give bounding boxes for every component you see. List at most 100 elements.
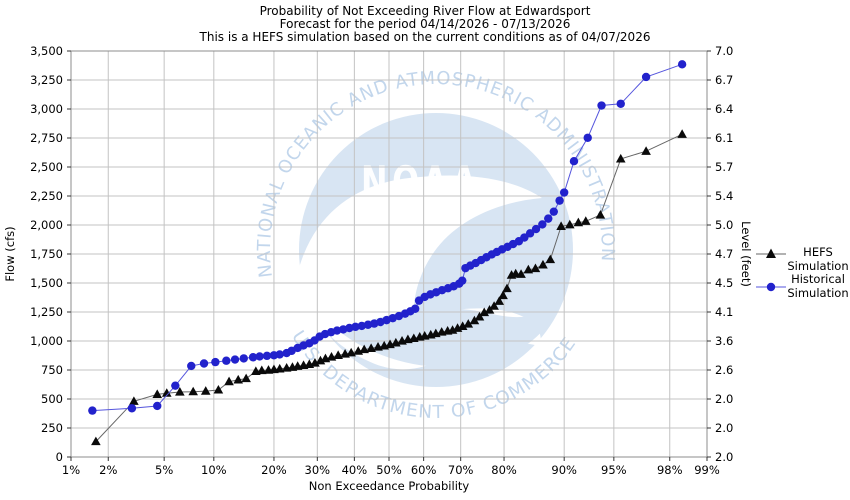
noaa-acronym: NOAA [361,157,481,206]
historical-circle-marker [531,224,541,234]
hefs-triangle-marker [545,254,556,264]
series-hefs [91,129,687,446]
chart-title-line3: This is a HEFS simulation based on the c… [199,30,651,44]
hefs-triangle-marker [523,264,534,274]
historical-circle-marker [538,220,547,229]
historical-circle-marker [458,276,467,285]
historical-circle-marker [411,304,420,313]
series-historical [88,60,687,415]
y-tick-label-level: 5.7 [715,160,733,174]
hefs-triangle-marker [580,216,591,225]
y-tick-label-level: 3.6 [715,334,733,348]
historical-circle-marker [262,351,272,361]
hefs-triangle-marker [233,374,244,384]
historical-circle-marker [597,101,606,110]
historical-circle-marker [544,214,553,223]
axis-ticks-and-labels: 1% 2% 5% 10% 20% 30% 40% 50% 60% 70% 80% 90% 95% 98% 9… [30,44,733,477]
y-tick-label-level: 4.7 [715,247,733,261]
hefs-triangle-marker [359,344,369,354]
historical-circle-marker [230,355,240,364]
legend-label-historical-2: Simulation [787,286,848,300]
hefs-triangle-marker [530,263,541,273]
y-tick-label-flow: 250 [41,421,63,435]
x-tick-label: 60% [411,463,437,477]
x-tick-label: 30% [305,463,331,477]
hefs-triangle-marker [677,129,687,138]
hefs-triangle-marker [494,296,505,305]
y-tick-label-flow: 3,000 [30,102,63,116]
historical-circle-marker [222,356,231,365]
historical-circle-marker [275,350,284,359]
hefs-triangle-marker [241,373,251,383]
y-tick-label-level: 6.1 [715,131,733,145]
historical-circle-marker [187,361,196,371]
x-tick-label: 20% [261,463,287,477]
x-tick-label: 80% [491,463,517,477]
hefs-triangle-marker [595,210,606,219]
historical-circle-marker [127,404,137,413]
historical-circle-marker [199,359,209,368]
y-tick-label-level: 5.4 [715,189,733,203]
legend-historical-circle-icon [766,282,776,292]
historical-circle-marker [351,322,360,332]
historical-circle-marker [171,381,180,390]
hefs-triangle-marker [188,386,198,396]
hefs-triangle-marker [213,384,224,394]
y-tick-label-level: 2.0 [715,450,733,464]
hefs-triangle-marker [333,350,343,359]
hefs-triangle-marker [556,221,566,230]
y-tick-label-flow: 1,750 [30,247,63,261]
x-tick-label: 98% [657,463,683,477]
hefs-triangle-marker [498,290,508,300]
y-tick-label-flow: 2,000 [30,218,63,232]
y-tick-label-level: 4.1 [715,305,733,319]
x-tick-label: 10% [201,463,227,477]
hefs-triangle-marker [564,219,575,229]
hefs-triangle-marker [573,217,584,227]
y-tick-label-level: 2.6 [715,363,733,377]
historical-circle-marker [88,406,97,415]
hefs-triangle-marker [469,315,480,325]
historical-circle-marker [255,352,264,361]
x-tick-label: 99% [694,463,720,477]
x-axis-title: Non Exceedance Probability [309,479,470,493]
hefs-triangle-marker [457,321,468,330]
hefs-triangle-marker [200,386,211,395]
historical-circle-marker [153,401,162,411]
x-tick-label: 40% [342,463,368,477]
historical-circle-marker [363,320,373,329]
historical-circle-marker [332,326,342,335]
y-tick-label-level: 6.7 [715,73,733,87]
historical-circle-marker [239,354,248,363]
historical-circle-marker [559,188,569,197]
hefs-triangle-marker [366,343,376,353]
historical-circle-marker [549,207,558,216]
y-tick-label-flow: 1,250 [30,305,63,319]
y-tick-label-flow: 1,000 [30,334,63,348]
hefs-triangle-marker [489,301,499,310]
chart-title-line1: Probability of Not Exceeding River Flow … [260,4,591,18]
hefs-triangle-marker [615,153,626,163]
y-tick-label-flow: 2,750 [30,131,63,145]
y-axis-title-left: Flow (cfs) [3,226,17,281]
x-tick-label: 1% [62,463,80,477]
chart-header: Probability of Not Exceeding River Flow … [199,4,651,44]
hefs-triangle-marker [641,146,651,155]
historical-circle-marker [583,133,592,142]
historical-circle-marker [677,60,687,69]
historical-circle-marker [616,99,625,108]
y-tick-label-level: 4.5 [715,276,733,290]
hefs-triangle-marker [310,358,320,367]
hefs-triangle-marker [463,319,474,328]
x-tick-label: 2% [99,463,117,477]
y-tick-label-flow: 500 [41,392,63,406]
historical-circle-marker [211,357,220,367]
x-tick-label: 90% [551,463,577,477]
y-tick-label-flow: 3,250 [30,73,63,87]
y-tick-label-flow: 750 [41,363,63,377]
y-axis-title-right: Level (feet) [739,221,753,287]
legend-label-hefs-2: Simulation [787,259,848,273]
legend-hefs-triangle-icon [766,248,776,258]
